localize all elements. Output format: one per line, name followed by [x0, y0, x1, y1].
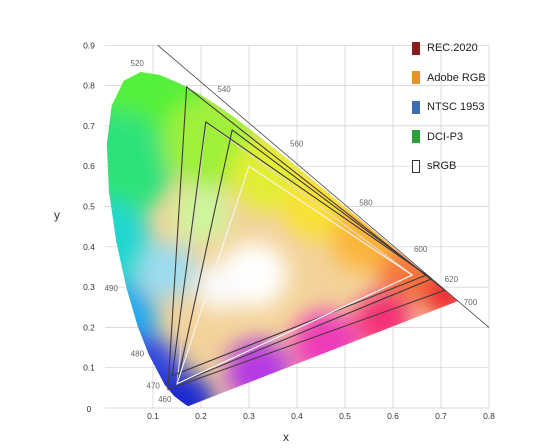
y-tick-label: 0.1	[83, 363, 95, 373]
gamut-triangle-dci-p3	[176, 128, 433, 385]
legend-label: DCI-P3	[427, 130, 464, 143]
wavelength-label: 540	[217, 85, 231, 94]
color-blob	[106, 110, 173, 222]
y-axis-ticks: 0 0.1 0.2 0.3 0.4 0.5 0.6 0.7 0.8 0.9	[83, 40, 95, 414]
legend-item-srgb: sRGB	[412, 158, 486, 174]
wavelength-label: 600	[414, 245, 428, 254]
gamut-triangle-srgb	[176, 165, 414, 385]
y-tick-label: 0	[87, 404, 92, 414]
legend-label: sRGB	[427, 160, 457, 172]
y-axis-title: y	[54, 208, 60, 222]
x-tick-label: 0.6	[387, 411, 399, 421]
legend-label: REC.2020	[427, 42, 478, 54]
wavelength-label: 520	[131, 59, 145, 68]
y-tick-label: 0.7	[83, 121, 95, 131]
x-tick-label: 0.4	[291, 411, 303, 421]
wavelength-label: 700	[464, 298, 478, 307]
y-tick-label: 0.5	[83, 202, 95, 212]
x-tick-label: 0.7	[435, 411, 447, 421]
locus-tangent-line	[157, 44, 490, 328]
wavelength-label: 490	[105, 284, 119, 293]
wavelength-label: 470	[147, 382, 161, 391]
wavelength-label: 580	[359, 199, 373, 208]
color-blob	[138, 243, 197, 299]
x-tick-label: 0.2	[195, 411, 207, 421]
wavelength-labels: 460 470 480 490 520 540 560 580 600 620 700	[105, 44, 490, 404]
legend-swatch	[412, 41, 420, 55]
y-tick-label: 0.9	[83, 40, 95, 50]
legend-label: Adobe RGB	[427, 71, 486, 84]
legend-swatch	[412, 100, 420, 114]
legend-item-dci-p3: DCI-P3	[412, 129, 486, 145]
y-tick-label: 0.6	[83, 161, 95, 171]
legend-swatch	[412, 159, 420, 173]
wavelength-label: 480	[131, 349, 145, 358]
color-blob	[172, 186, 230, 243]
color-blob	[421, 271, 458, 319]
wavelength-label: 460	[158, 395, 172, 404]
x-tick-label: 0.3	[243, 411, 255, 421]
gamut-triangles	[167, 85, 446, 391]
gamut-triangle-rec-2020	[167, 85, 446, 391]
legend-item-adobe-rgb: Adobe RGB	[412, 70, 486, 86]
legend-label: NTSC 1953	[427, 101, 485, 113]
x-axis-title: x	[283, 430, 289, 444]
x-tick-label: 0.5	[339, 411, 351, 421]
y-tick-label: 0.3	[83, 282, 95, 292]
wavelength-label: 560	[290, 140, 304, 149]
legend: REC.2020 Adobe RGB NTSC 1953 DCI-P3 sRGB	[412, 40, 486, 188]
y-tick-label: 0.8	[83, 81, 95, 91]
legend-item-ntsc-1953: NTSC 1953	[412, 99, 486, 115]
legend-swatch	[412, 71, 420, 84]
y-tick-label: 0.4	[83, 242, 95, 252]
y-tick-label: 0.2	[83, 322, 95, 332]
x-axis-ticks: 0.1 0.2 0.3 0.4 0.5 0.6 0.7 0.8	[147, 411, 495, 421]
legend-swatch	[412, 130, 420, 143]
x-tick-label: 0.8	[483, 411, 495, 421]
color-blob	[196, 263, 245, 311]
gamut-triangle-ntsc-1953	[171, 120, 428, 377]
x-tick-label: 0.1	[147, 411, 159, 421]
legend-item-rec2020: REC.2020	[412, 40, 486, 56]
wavelength-label: 620	[445, 275, 459, 284]
color-blob	[292, 311, 360, 376]
color-blob	[106, 200, 153, 294]
